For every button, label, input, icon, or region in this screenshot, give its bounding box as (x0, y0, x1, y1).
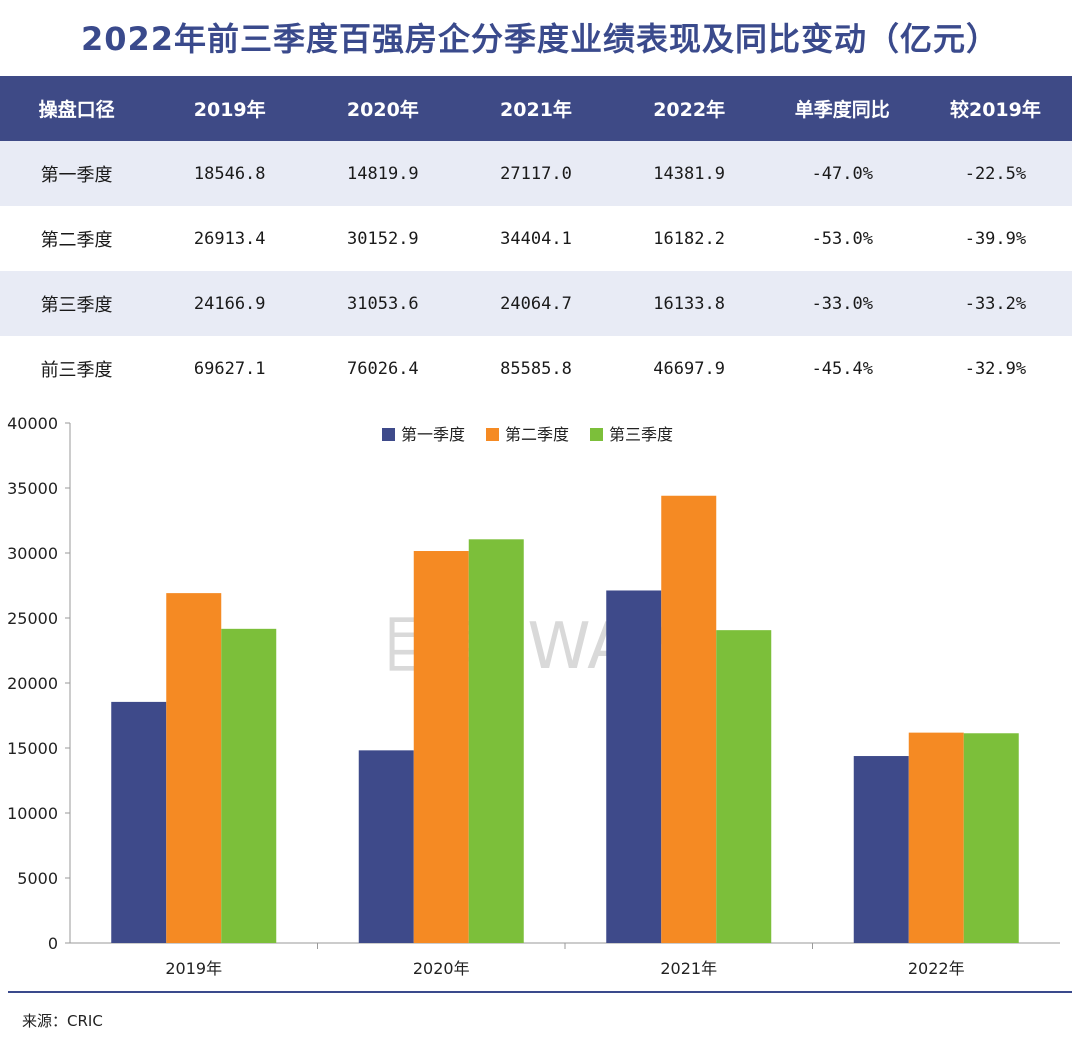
header-cell: 操盘口径 (0, 76, 154, 141)
table-cell: -22.5% (918, 141, 1072, 206)
source-note: 来源：CRIC (22, 1012, 103, 1030)
table-cell: -32.9% (918, 336, 1072, 401)
bar-chart: 0 5000 10000 15000 20000 25000 30000 35000 40000… (7, 414, 1060, 978)
y-tick-label: 20000 (7, 674, 58, 693)
bar (963, 733, 1019, 943)
y-tick-label: 35000 (7, 479, 58, 498)
table-cell: 14819.9 (306, 141, 460, 206)
chart-legend: 第一季度 第二季度 第三季度 (382, 425, 673, 444)
legend-label: 第三季度 (609, 425, 673, 444)
legend-label: 第二季度 (505, 425, 569, 444)
chart-title: 2022年前三季度百强房企分季度业绩表现及同比变动（亿元） (80, 20, 1000, 58)
table-cell: 第三季度 (0, 271, 154, 336)
table-cell: 第一季度 (0, 141, 154, 206)
bar (716, 630, 772, 943)
table-cell: 46697.9 (612, 336, 766, 401)
table-cell: 24064.7 (459, 271, 613, 336)
table-cell: 85585.8 (459, 336, 613, 401)
footer-divider (8, 991, 1072, 993)
table-cell: 24166.9 (153, 271, 307, 336)
table-row: 第二季度 26913.4 30152.9 34404.1 16182.2 -53… (0, 206, 1072, 271)
table-cell: 18546.8 (153, 141, 307, 206)
bar (111, 701, 167, 943)
header-cell: 单季度同比 (765, 76, 919, 141)
bar (166, 593, 222, 943)
table-row: 第三季度 24166.9 31053.6 24064.7 16133.8 -33… (0, 271, 1072, 336)
header-cell: 2019年 (153, 76, 307, 141)
legend-swatch (382, 428, 395, 441)
table-cell: -45.4% (765, 336, 919, 401)
table-cell: 30152.9 (306, 206, 460, 271)
y-tick-label: 5000 (17, 869, 58, 888)
chart-bars (111, 495, 1019, 943)
bar (908, 732, 964, 943)
bar (661, 495, 717, 943)
y-tick-label: 0 (48, 934, 58, 953)
bar (358, 750, 414, 943)
y-tick-label: 40000 (7, 414, 58, 433)
y-tick-label: 15000 (7, 739, 58, 758)
table-cell: 16182.2 (612, 206, 766, 271)
y-tick-label: 30000 (7, 544, 58, 563)
x-tick-label: 2022年 (908, 959, 965, 978)
legend-label: 第一季度 (401, 425, 465, 444)
header-cell: 2022年 (612, 76, 766, 141)
table-cell: -47.0% (765, 141, 919, 206)
bar (606, 590, 662, 943)
legend-swatch (486, 428, 499, 441)
table-row: 前三季度 69627.1 76026.4 85585.8 46697.9 -45… (0, 336, 1072, 401)
table-header-row: 操盘口径 2019年 2020年 2021年 2022年 单季度同比 较2019… (0, 76, 1072, 141)
table-cell: 27117.0 (459, 141, 613, 206)
bar (468, 539, 524, 943)
bar (853, 756, 909, 943)
table-cell: 前三季度 (0, 336, 154, 401)
table-cell: -53.0% (765, 206, 919, 271)
chart-axes: 0 5000 10000 15000 20000 25000 30000 35000 40000… (7, 414, 1060, 978)
header-cell: 2021年 (459, 76, 613, 141)
table-cell: -33.0% (765, 271, 919, 336)
table-cell: 第二季度 (0, 206, 154, 271)
table-cell: -33.2% (918, 271, 1072, 336)
y-tick-label: 10000 (7, 804, 58, 823)
table-cell: -39.9% (918, 206, 1072, 271)
x-tick-label: 2019年 (165, 959, 222, 978)
performance-table: 操盘口径 2019年 2020年 2021年 2022年 单季度同比 较2019… (0, 76, 1072, 401)
x-tick-label: 2021年 (660, 959, 717, 978)
table-cell: 14381.9 (612, 141, 766, 206)
legend-swatch (590, 428, 603, 441)
table-cell: 76026.4 (306, 336, 460, 401)
header-cell: 较2019年 (918, 76, 1072, 141)
bar (413, 551, 469, 943)
y-tick-label: 25000 (7, 609, 58, 628)
table-cell: 26913.4 (153, 206, 307, 271)
table-cell: 16133.8 (612, 271, 766, 336)
x-tick-label: 2020年 (413, 959, 470, 978)
table-cell: 34404.1 (459, 206, 613, 271)
header-cell: 2020年 (306, 76, 460, 141)
table-cell: 31053.6 (306, 271, 460, 336)
table-row: 第一季度 18546.8 14819.9 27117.0 14381.9 -47… (0, 141, 1072, 206)
table-cell: 69627.1 (153, 336, 307, 401)
bar (221, 628, 277, 943)
